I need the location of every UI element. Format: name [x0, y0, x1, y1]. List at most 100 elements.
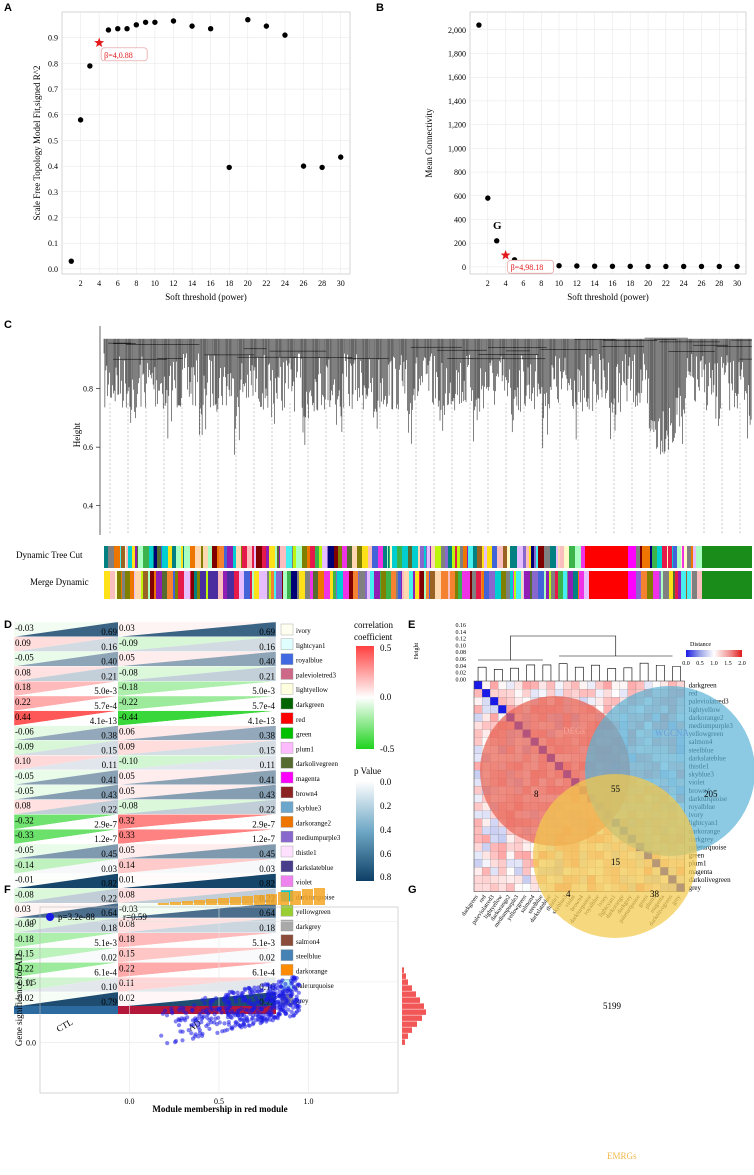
dynamic-tree-cut-segment — [558, 546, 560, 568]
module-name: violet — [296, 879, 312, 887]
distance-cell — [603, 697, 612, 706]
merge-dynamic-segment — [555, 571, 558, 599]
dynamic-tree-cut-segment — [392, 546, 397, 568]
scatter-point — [220, 1029, 225, 1034]
distance-cell — [482, 697, 491, 706]
dynamic-tree-cut-segment — [517, 546, 522, 568]
scatter-point — [253, 989, 258, 994]
dynamic-tree-cut-segment — [662, 546, 667, 568]
dynamic-tree-cut-segment — [468, 546, 473, 568]
distance-cell — [611, 689, 620, 698]
y-tick-label: 200 — [454, 239, 466, 248]
scatter-point — [208, 1006, 213, 1011]
scatter-point — [280, 978, 285, 983]
ctl-p-value: 0.69 — [101, 627, 117, 637]
data-point — [87, 63, 93, 69]
module-name: darkslateblue — [296, 864, 333, 872]
dynamic-tree-cut-segment — [338, 546, 342, 568]
module-color-swatch — [280, 623, 294, 636]
dynamic-tree-cut-segment — [217, 546, 219, 568]
ctl-corr-cell — [14, 784, 118, 800]
ad-correlation-value: 0.05 — [119, 845, 135, 855]
merge-dynamic-segment — [201, 571, 206, 599]
ad-correlation-value: 0.15 — [119, 949, 135, 959]
merge-dynamic-segment — [148, 571, 150, 599]
merge-dynamic-segment — [691, 571, 692, 599]
ctl-correlation-value: -0.02 — [15, 993, 34, 1003]
merge-dynamic-segment — [506, 571, 510, 599]
distance-cell — [522, 689, 531, 698]
y-tick-label: 0.5 — [26, 978, 36, 987]
scatter-point — [251, 1003, 256, 1009]
distance-cell — [482, 883, 491, 892]
ad-correlation-value: 0.18 — [119, 934, 135, 944]
scatter-point — [291, 1005, 296, 1010]
dynamic-tree-cut-segment — [564, 546, 569, 568]
merge-dynamic-segment — [401, 571, 402, 599]
dynamic-tree-cut-segment — [242, 546, 247, 568]
dynamic-tree-cut-segment — [487, 546, 492, 568]
ad-correlation-value: -0.22 — [119, 697, 138, 707]
merge-dynamic-segment — [336, 571, 337, 599]
ctl-p-value: 0.40 — [101, 657, 117, 667]
y-tick-label: 0.3 — [48, 188, 58, 197]
ad-p-cell — [118, 962, 276, 978]
scatter-point — [284, 999, 289, 1004]
scatter-point — [240, 1013, 245, 1018]
dynamic-tree-cut-segment — [473, 546, 477, 568]
distance-cell — [619, 689, 628, 698]
scatter-point — [247, 1001, 252, 1006]
x-tick-label: 28 — [318, 279, 326, 288]
panel-b-annotation: G — [493, 220, 502, 232]
distance-cell — [579, 680, 588, 690]
scatter-point — [259, 994, 264, 999]
highlight-label: β=4,98.18 — [511, 263, 544, 272]
ctl-correlation-value: 0.18 — [15, 682, 31, 692]
distance-cell — [482, 826, 491, 835]
dynamic-tree-cut-segment — [137, 546, 138, 568]
merge-dynamic-segment — [250, 571, 252, 599]
ctl-corr-cell — [14, 814, 118, 830]
ctl-p-value: 0.15 — [101, 745, 117, 755]
y-tick-label: 800 — [454, 168, 466, 177]
ad-p-cell — [118, 799, 276, 815]
distance-cell — [530, 883, 539, 892]
merge-dynamic-segment — [391, 571, 396, 599]
ad-corr-cell — [118, 844, 276, 859]
dynamic-tree-cut-segment — [667, 546, 668, 568]
data-point — [133, 22, 140, 28]
height-tick-label: 0.08 — [456, 650, 467, 656]
distance-cell — [473, 818, 483, 827]
scatter-point — [180, 1038, 185, 1043]
scatter-point — [276, 979, 281, 984]
merge-dynamic-segment — [143, 571, 148, 599]
merge-dynamic-segment — [523, 571, 524, 599]
scatter-point — [277, 1005, 282, 1010]
merge-dynamic-segment — [310, 571, 313, 599]
group-bar-ad — [118, 1006, 276, 1014]
module-name: mediumpurple3 — [296, 834, 341, 842]
dynamic-tree-cut-segment — [153, 546, 154, 568]
distance-cell — [482, 851, 491, 860]
distance-cell — [482, 867, 491, 876]
dynamic-tree-cut-segment — [347, 546, 352, 568]
top-histogram-bar — [206, 899, 217, 905]
scatter-point — [274, 982, 280, 987]
merge-dynamic-segment — [472, 571, 476, 599]
merge-dynamic-segment — [223, 571, 227, 599]
scatter-point — [190, 1008, 195, 1013]
module-name: darkorange2 — [296, 819, 331, 827]
distance-cell — [482, 721, 491, 730]
merge-dynamic-segment — [489, 571, 495, 599]
panel-a-ylabel: Scale Free Topology Model Fit,signed R^2 — [32, 66, 42, 221]
dynamic-tree-cut-segment — [445, 546, 448, 568]
merge-dynamic-segment — [538, 571, 541, 599]
dynamic-tree-cut-segment — [183, 546, 184, 568]
merge-dynamic-segment — [578, 571, 579, 599]
merge-dynamic-segment — [551, 571, 555, 599]
distance-cell — [473, 810, 483, 819]
dynamic-tree-cut-segment — [181, 546, 183, 568]
right-histogram-bar — [402, 1033, 408, 1039]
ad-corr-cell — [118, 829, 276, 844]
distance-cell — [506, 867, 515, 876]
